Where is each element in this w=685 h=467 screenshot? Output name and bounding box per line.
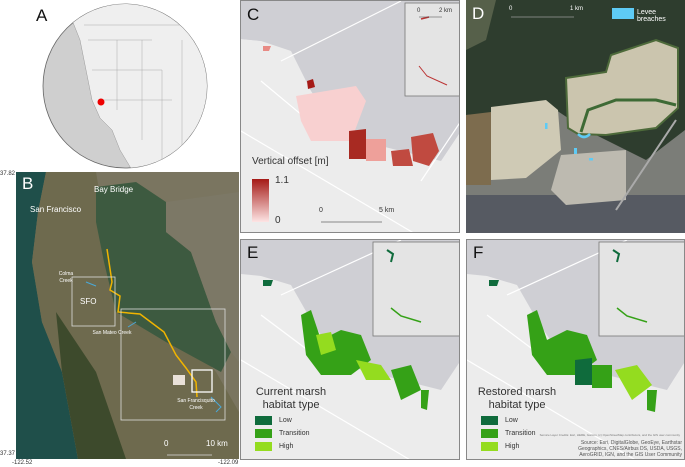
panel-label: C [247,5,260,24]
place-label: SFO [80,297,97,306]
inset-map [404,2,459,97]
legend-label-transition: Transition [505,430,536,437]
place-label: San Francisquito Creek [177,398,215,411]
legend-swatch-low [255,416,272,425]
legend-swatch-high [481,442,498,451]
panel-e-current-habitat-map: E Current marsh habitat type Low Transiti… [240,239,460,460]
inset-box-d [191,369,213,393]
place-label: San Francisco [30,205,82,214]
panel-a-locator-map: A [22,0,232,170]
legend-title: Vertical offset [m] [252,156,329,167]
levee-breach-legend-swatch [612,8,634,19]
lat-top: 37.82 [0,171,16,177]
inset-box-south [120,308,226,421]
place-label: Colma Creek [58,271,74,284]
legend-swatch-transition [481,429,498,438]
bay-area-imagery [16,172,239,459]
levee-breach [589,158,593,161]
offset-color-ramp [252,179,269,222]
legend-title: Restored marsh habitat type [477,386,557,411]
scale-zero: 0 [164,439,169,448]
restored-habitat-map [467,240,684,459]
inset-scale-end: 2 km [439,8,453,14]
legend-label-high: High [279,443,294,450]
panel-d-levee-breach-imagery: D Levee breaches 0 1 km [466,0,685,233]
place-label: San Mateo Creek [92,330,132,336]
panel-label: A [36,6,48,25]
map-attribution-source: Source: Esri, DigitalGlobe, GeoEye, Eart… [578,440,682,458]
legend-swatch-high [255,442,272,451]
levee-breach [577,133,591,139]
panel-f-restored-habitat-map: F Restored marsh habitat type Low Transit… [466,239,685,460]
scale-zero: 0 [509,6,513,12]
lon-left: -122.52 [12,460,33,466]
panel-label: B [22,174,34,193]
panel-label: E [247,243,259,262]
globe-map [42,3,208,169]
scale-end: 10 km [206,439,228,448]
current-habitat-map [241,240,459,459]
scale-zero: 0 [319,207,323,214]
legend-min: 0 [275,215,281,226]
alignment-line [106,248,198,398]
place-label: Bay Bridge [94,185,134,194]
legend-label-high: High [505,443,520,450]
legend-label-transition: Transition [279,430,310,437]
location-marker [97,98,105,106]
panel-c-vertical-offset-map: C Vertical offset [m] 1.1 0 0 5 km 0 2 k… [240,0,460,233]
panel-b-satellite-map: B Bay Bridge San Francisco Colma Creek S… [16,172,239,459]
legend-swatch-transition [255,429,272,438]
legend-title: Current marsh habitat type [255,386,327,411]
scale-end: 5 km [379,207,395,214]
legend-label-low: Low [279,417,292,424]
levee-breach [545,123,548,129]
legend-max: 1.1 [275,175,289,186]
map-attribution-layer-credits: Service Layer Credits: Esri, HERE, Garmi… [539,433,680,437]
levee-imagery [466,0,685,233]
inset-scale-zero: 0 [417,8,421,14]
lat-bottom: 37.37 [0,451,16,457]
lon-right: -122.09 [218,460,239,466]
legend-label-low: Low [505,417,518,424]
legend-swatch-low [481,416,498,425]
inset-box-sfo [71,276,116,327]
panel-label: F [473,243,484,262]
panel-label: D [472,4,485,23]
offset-map [241,1,459,232]
levee-breach-legend-label: Levee breaches [637,9,666,23]
levee-breach [574,148,577,154]
scale-end: 1 km [570,6,584,12]
